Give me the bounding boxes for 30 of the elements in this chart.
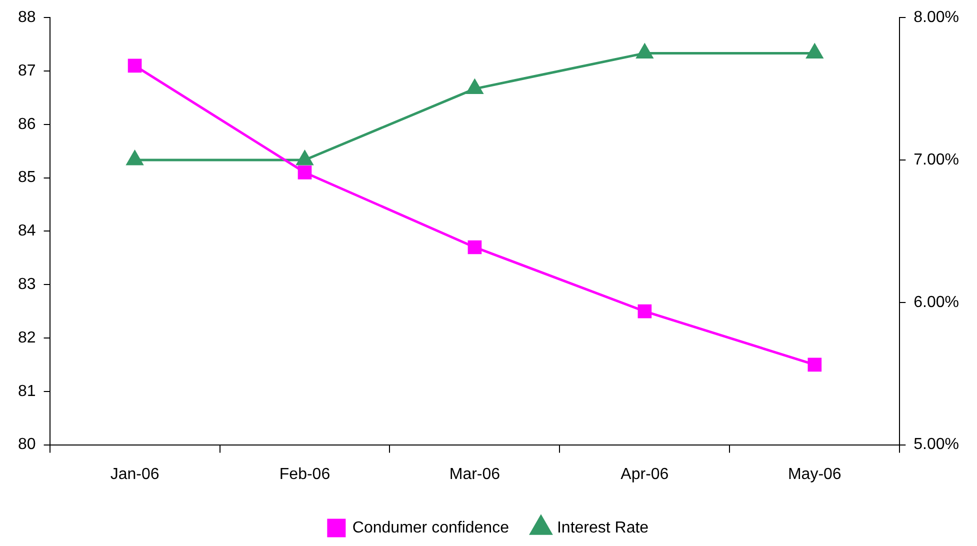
point [128,58,142,73]
y2-tick-label: 7.00% [914,151,960,168]
legend-label: Condumer confidence [352,519,510,536]
x-tick-label: May-06 [788,466,842,483]
y-tick-label: 84 [18,222,36,240]
y2-tick-label: 5.00% [914,436,960,454]
x-tick-label: Mar-06 [449,466,500,483]
point [806,44,823,58]
point [808,358,822,372]
y-tick-label: 81 [18,382,36,400]
point [126,150,143,166]
y-tick-label: 87 [18,62,36,80]
y2-tick-label: 6.00% [914,294,960,311]
y-tick-label: 86 [18,116,36,133]
y-tick-label: 83 [18,276,36,294]
legend-label: Interest Rate [556,519,649,536]
y-tick-label: 88 [18,9,36,26]
point [466,80,483,94]
y2-tick-label: 8.00% [914,9,960,26]
point [638,304,652,318]
point [636,44,653,58]
x-tick-label: Apr-06 [620,466,669,483]
point [298,166,312,180]
y-tick-label: 82 [18,329,36,346]
x-tick-label: Jan-06 [110,466,160,483]
y-tick-label: 80 [18,436,36,454]
point [468,240,482,254]
y-tick-label: 85 [18,169,36,186]
point [296,150,313,166]
x-tick-label: Feb-06 [279,466,330,483]
